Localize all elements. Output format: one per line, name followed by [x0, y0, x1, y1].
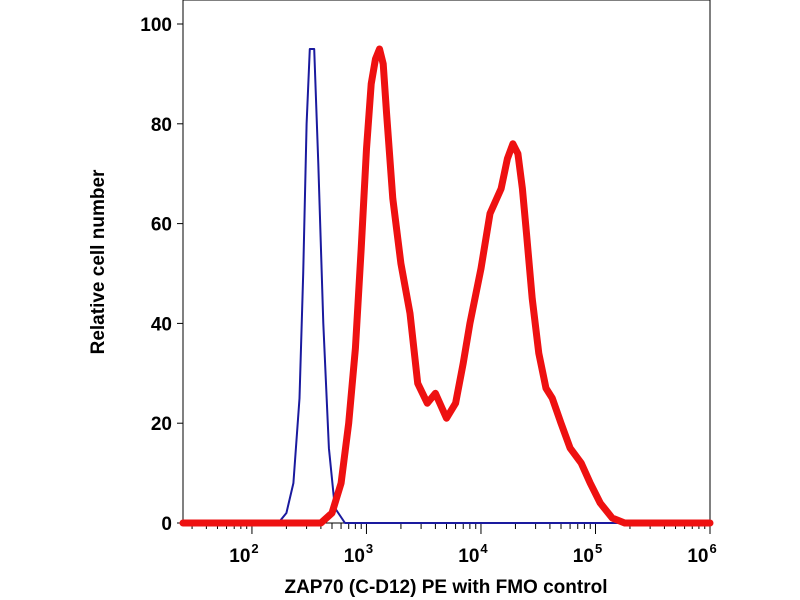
x-tick-exponent: 2 — [251, 541, 258, 556]
x-axis-title: ZAP70 (C-D12) PE with FMO control — [284, 577, 607, 598]
x-tick-label: 106 — [687, 541, 716, 567]
histogram-series-2 — [179, 45, 714, 527]
x-axis: 102 103 104 105 106 — [191, 523, 717, 567]
y-tick-label: 20 — [151, 414, 172, 435]
series-layer — [179, 45, 714, 527]
plot-frame — [182, 0, 711, 524]
x-tick-label: 102 — [229, 541, 258, 567]
y-tick-label: 80 — [151, 115, 172, 136]
x-tick-exponent: 6 — [709, 541, 716, 556]
x-tick-label: 103 — [344, 541, 373, 567]
y-tick-label: 0 — [161, 514, 172, 535]
y-tick-label: 60 — [151, 215, 172, 236]
histogram-series-1 — [182, 48, 711, 524]
x-tick-label: 105 — [573, 541, 602, 567]
x-tick-exponent: 5 — [595, 541, 602, 556]
y-axis: 0 20 40 60 80 100 — [140, 15, 183, 535]
x-tick-label: 104 — [458, 541, 488, 567]
y-tick-label: 100 — [140, 15, 172, 36]
y-axis-title: Relative cell number — [88, 169, 109, 354]
x-tick-exponent: 3 — [366, 541, 373, 556]
y-tick-label: 40 — [151, 314, 172, 335]
x-tick-exponent: 4 — [480, 541, 488, 556]
